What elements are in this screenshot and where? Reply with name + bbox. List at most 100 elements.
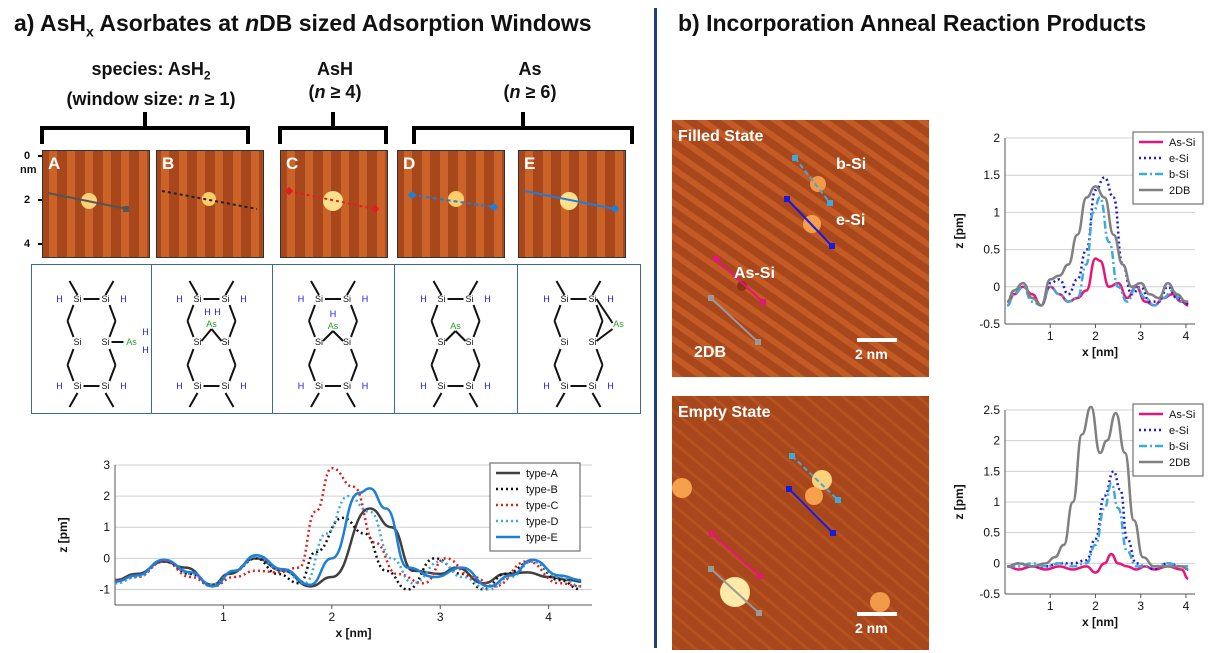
filled-state-label: Filled State [678, 128, 764, 145]
site-label-2db: 2DB [694, 344, 727, 361]
legend-label: type-E [526, 532, 558, 544]
y-axis-label: z [pm] [56, 517, 70, 552]
x-tick-label: 3 [437, 610, 444, 624]
bond-line [595, 348, 604, 366]
series-line-type-b [114, 516, 582, 591]
assi-spot [737, 281, 747, 291]
profile-line [47, 192, 128, 210]
bond-line [186, 304, 195, 322]
species-text: As [518, 59, 542, 79]
legend-box [1132, 131, 1204, 205]
species-text: ≥ 4) [325, 82, 362, 102]
bond-line [595, 304, 604, 322]
species-italic: n [509, 82, 521, 102]
panel-letter-c: C [286, 154, 299, 173]
bond-line [200, 328, 213, 342]
bond-line [350, 348, 358, 366]
as-atom: As [613, 319, 624, 329]
bracket-ash [278, 112, 388, 144]
y-tick-label: 0 [103, 551, 110, 565]
x-tick-label: 4 [1183, 329, 1190, 343]
h-atom: H [176, 381, 183, 391]
bond-line [68, 392, 79, 408]
bond-line [108, 348, 117, 366]
bond-line [66, 320, 75, 338]
y-tick-label: 3 [103, 458, 110, 472]
si-atom: Si [101, 294, 109, 304]
h-atom: H [484, 294, 491, 304]
si-atom: Si [343, 294, 351, 304]
si-atom: Si [221, 337, 229, 347]
bond-line [350, 364, 358, 382]
bond-line [553, 348, 562, 366]
si-atom: Si [101, 337, 109, 347]
stm-texture [672, 396, 929, 650]
si-atom: Si [465, 337, 473, 347]
y-tick-label: 1 [103, 520, 110, 534]
bond-line [66, 364, 75, 382]
stm-texture [284, 151, 385, 257]
site-label-assi: As-Si [734, 265, 775, 282]
h-atom: H [56, 381, 63, 391]
h-atom: H [120, 381, 127, 391]
x-tick-label: 2 [1092, 599, 1099, 613]
bond-line [350, 304, 358, 322]
species-text: (window size: [66, 88, 189, 109]
si-atom: Si [588, 294, 596, 304]
bond-line [346, 392, 356, 408]
bond-line [555, 280, 566, 296]
si-atom: Si [101, 381, 109, 391]
bond-line [108, 364, 117, 382]
panel-letter-e: E [524, 154, 536, 173]
si-atom: Si [73, 381, 81, 391]
species-label-ash: AsH (n ≥ 4) [285, 58, 385, 104]
series-line-2db [1007, 405, 1189, 571]
bond-line [108, 304, 117, 322]
x-axis-label: x [nm] [336, 626, 372, 640]
si-atom: Si [588, 381, 596, 391]
si-atom: Si [73, 337, 81, 347]
bond-line [322, 330, 334, 342]
h-atom: H [298, 381, 305, 391]
stm-image-a: A [42, 150, 150, 258]
h-atom: H [607, 381, 614, 391]
species-italic: n [314, 82, 326, 102]
bond-line [432, 280, 443, 296]
bond-line [468, 392, 479, 408]
h-atom: H [204, 307, 211, 317]
adsorbate-spot [448, 191, 464, 207]
bond-line [595, 364, 604, 382]
bond-line [308, 304, 316, 322]
species-label-as: As (n ≥ 6) [480, 58, 580, 104]
si-atom: Si [193, 337, 201, 347]
bond-line [468, 280, 479, 296]
species-sub: 2 [203, 68, 211, 83]
y-axis-label: z [pm] [952, 213, 966, 248]
bond-line [472, 304, 481, 322]
chart-empty-state-profiles: -0.5 0 0.5 1 1.5 2 2.5 1 2 3 4 x [nm] z [pm] As-Si e-S… [952, 403, 1204, 629]
bond-line [595, 320, 604, 338]
si-atom: Si [73, 294, 81, 304]
site-label-esi: e-Si [836, 212, 866, 229]
h-atom: H [142, 327, 149, 337]
edge-spot [672, 478, 692, 498]
legend-box [1132, 403, 1204, 477]
edge-spot [870, 592, 890, 612]
chart-type-profiles: -1 0 1 2 3 1 2 3 4 x [nm] z [pm] type-A type-B type-C… [56, 458, 592, 640]
species-italic: n [188, 88, 200, 109]
y-tick-label: 2 [993, 434, 1000, 448]
si-atom: Si [560, 381, 568, 391]
si-atom: Si [315, 381, 323, 391]
bsi-spot [812, 470, 832, 490]
legend-label: e-Si [1169, 153, 1189, 165]
panel-letter-d: D [403, 154, 416, 173]
bond-line [68, 280, 79, 296]
panel-b-title: b) Incorporation Anneal Reaction Product… [678, 10, 1147, 36]
bond-line [350, 320, 358, 338]
bond-line [308, 320, 316, 338]
si-atom: Si [315, 337, 323, 347]
y-tick-label: 0 [993, 556, 1000, 570]
h-atom: H [176, 294, 183, 304]
h-atom: H [607, 294, 614, 304]
species-text: species: AsH [91, 59, 204, 79]
